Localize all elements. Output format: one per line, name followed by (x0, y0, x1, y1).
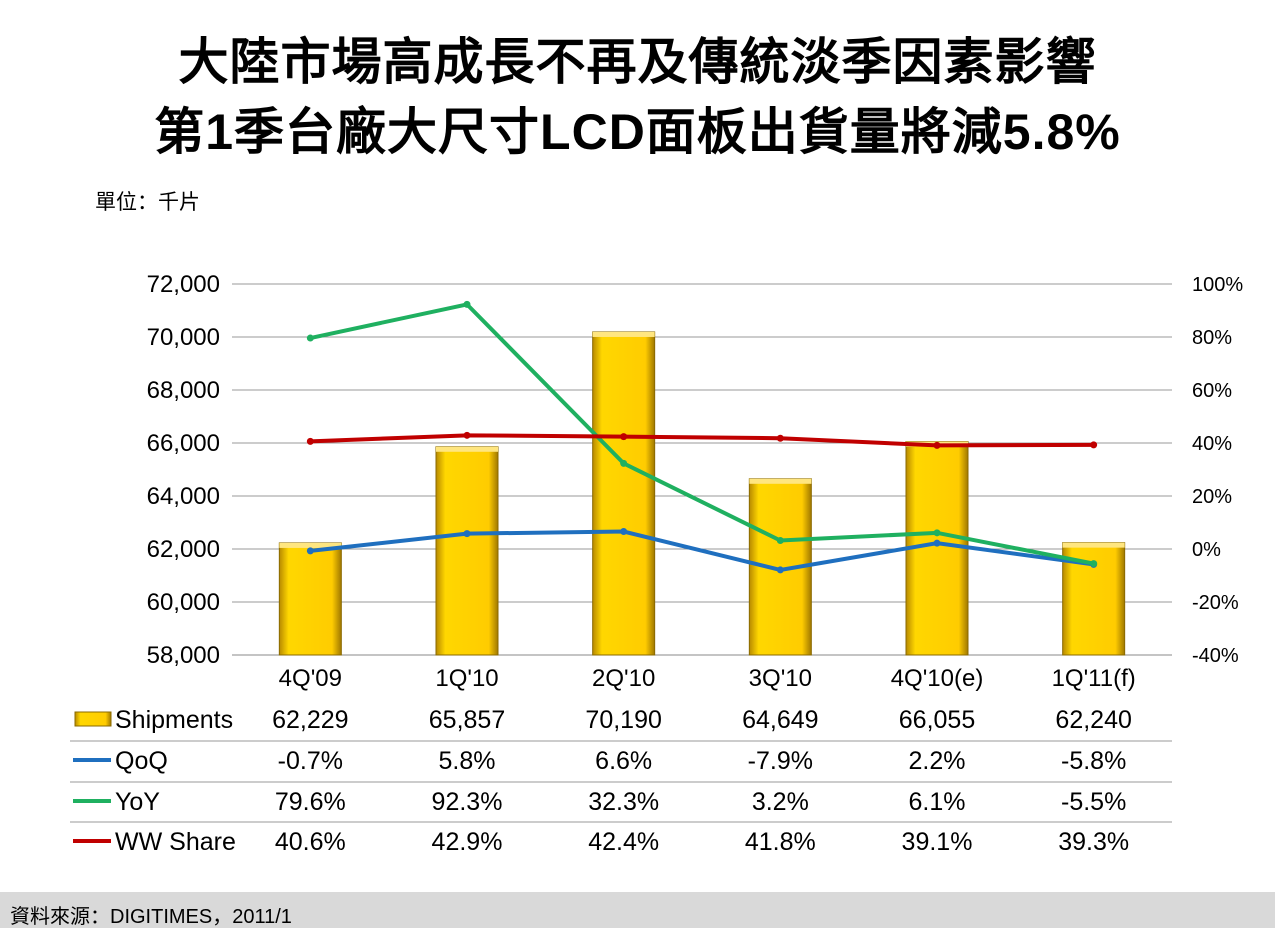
category-label: 4Q'10(e) (891, 665, 984, 692)
legend-shipments-icon (74, 711, 112, 727)
line-ww-share (310, 433, 1094, 448)
category-label: 3Q'10 (749, 665, 812, 692)
bar-top (436, 446, 498, 452)
table-cell: 6.1% (909, 788, 966, 816)
point-ww-share (776, 434, 784, 442)
table-cell: 64,649 (742, 706, 818, 734)
point-yoy (306, 334, 314, 342)
right-tick-label: -40% (1192, 645, 1239, 667)
legend-label: Shipments (115, 706, 233, 734)
table-cell: 3.2% (752, 788, 809, 816)
category-label: 4Q'09 (279, 665, 342, 692)
title-line-1: 大陸市場高成長不再及傳統淡季因素影響 (178, 34, 1097, 90)
point-ww-share (306, 437, 314, 445)
table-cell: 65,857 (429, 706, 505, 734)
table-cell: 42.9% (432, 828, 503, 856)
right-tick-label: -20% (1192, 592, 1239, 614)
table-cell: 79.6% (275, 788, 346, 816)
point-qoq (463, 530, 471, 538)
legend-label: QoQ (115, 747, 168, 775)
table-cell: 41.8% (745, 828, 816, 856)
table-cell: 39.3% (1058, 828, 1129, 856)
unit-label: 單位：千片 (95, 191, 200, 214)
right-tick-label: 80% (1192, 327, 1232, 349)
legend-label: YoY (115, 788, 160, 816)
point-yoy (1090, 560, 1098, 568)
table-cell: -0.7% (278, 747, 343, 775)
point-ww-share (1090, 441, 1098, 449)
point-ww-share (463, 431, 471, 439)
left-tick-label: 72,000 (147, 271, 220, 298)
footer-bar: 資料來源：DIGITIMES，2011/1 (0, 892, 1275, 928)
point-yoy (933, 529, 941, 537)
right-tick-label: 40% (1192, 433, 1232, 455)
table-cell: 70,190 (585, 706, 661, 734)
point-ww-share (933, 441, 941, 449)
source-text: 資料來源：DIGITIMES，2011/1 (10, 906, 292, 928)
table-cell: 40.6% (275, 828, 346, 856)
table-cell: -5.8% (1061, 747, 1126, 775)
point-ww-share (620, 433, 628, 441)
table-cell: 66,055 (899, 706, 975, 734)
legend-label: WW Share (115, 828, 236, 856)
table-cell: 6.6% (595, 747, 652, 775)
table-cell: 32.3% (588, 788, 659, 816)
point-yoy (463, 300, 471, 308)
table-cell: 92.3% (432, 788, 503, 816)
bar-top (592, 331, 655, 337)
bar-top (279, 542, 342, 548)
category-label: 1Q'11(f) (1052, 665, 1136, 692)
bar-top (1062, 542, 1125, 548)
category-label: 2Q'10 (592, 665, 655, 692)
chart: 58,000 60,000 62,000 64,000 66,000 68,000 70,0… (70, 271, 1243, 856)
left-tick-label: 62,000 (147, 536, 220, 563)
right-tick-label: 100% (1192, 274, 1243, 296)
bar-shipments (592, 331, 656, 656)
bar-shipments (278, 542, 342, 656)
table-cell: 39.1% (902, 828, 973, 856)
table-cell: 62,229 (272, 706, 348, 734)
point-yoy (620, 459, 628, 467)
line-yoy (309, 302, 1095, 566)
line-qoq (310, 529, 1094, 572)
point-qoq (306, 547, 314, 555)
point-yoy (776, 537, 784, 545)
table-cell: 5.8% (439, 747, 496, 775)
table-cell: 62,240 (1055, 706, 1131, 734)
left-tick-label: 64,000 (147, 483, 220, 510)
point-qoq (776, 566, 784, 574)
bar-shipments (435, 446, 499, 656)
left-tick-label: 68,000 (147, 377, 220, 404)
point-qoq (620, 528, 628, 536)
right-tick-label: 0% (1192, 539, 1221, 561)
bar-top (749, 478, 812, 484)
table-cell: 2.2% (909, 747, 966, 775)
point-qoq (933, 539, 941, 547)
left-tick-label: 66,000 (147, 430, 220, 457)
category-label: 1Q'10 (435, 665, 498, 692)
left-tick-label: 60,000 (147, 589, 220, 616)
right-tick-label: 20% (1192, 486, 1232, 508)
table-cell: -7.9% (748, 747, 813, 775)
table-cell: 42.4% (588, 828, 659, 856)
title-line-2: 第1季台廠大尺寸LCD面板出貨量將減5.8% (154, 104, 1121, 160)
right-tick-label: 60% (1192, 380, 1232, 402)
left-tick-label: 70,000 (147, 324, 220, 351)
table-cell: -5.5% (1061, 788, 1126, 816)
left-tick-label: 58,000 (147, 642, 220, 669)
